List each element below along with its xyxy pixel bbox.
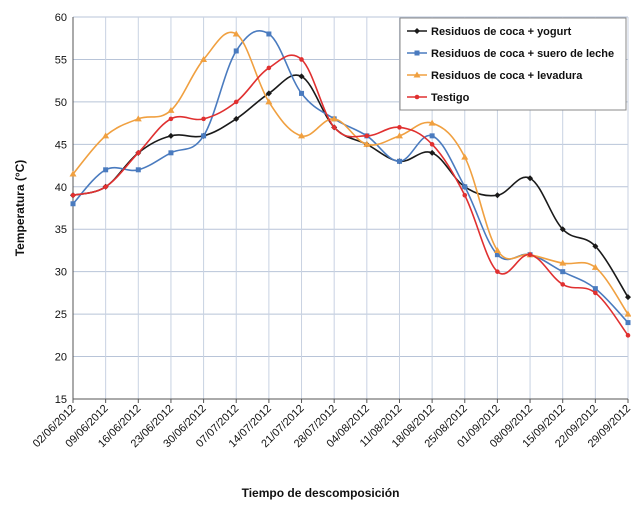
data-point xyxy=(103,167,109,173)
data-point xyxy=(363,140,371,147)
y-tick-label: 50 xyxy=(55,97,67,109)
data-point xyxy=(625,320,631,326)
data-point xyxy=(462,192,468,198)
data-point xyxy=(395,132,403,139)
legend-label: Residuos de coca + yogurt xyxy=(431,26,572,38)
data-point xyxy=(592,286,598,292)
data-point xyxy=(70,192,76,198)
series-4 xyxy=(70,54,631,338)
y-tick-labels: 15 20 25 30 35 40 45 50 55 60 xyxy=(55,12,67,406)
y-tick-label: 60 xyxy=(55,12,67,24)
data-point xyxy=(560,282,566,287)
data-point xyxy=(168,150,174,156)
data-point xyxy=(429,149,436,156)
data-point xyxy=(265,90,272,97)
data-point xyxy=(70,201,76,207)
data-point xyxy=(134,115,142,122)
axes xyxy=(72,17,629,403)
legend-label: Residuos de coca + levadura xyxy=(431,70,583,82)
data-point xyxy=(298,132,306,139)
y-tick-label: 35 xyxy=(55,224,67,236)
data-point xyxy=(233,115,240,122)
legend-marker xyxy=(414,94,420,100)
x-tick-labels: 02/06/201209/06/201216/06/201223/06/2012… xyxy=(31,403,631,450)
legend-marker xyxy=(414,50,420,56)
legend-box xyxy=(399,17,627,111)
data-point xyxy=(266,31,272,37)
data-point xyxy=(364,133,370,139)
legend-item: Residuos de coca + yogurt xyxy=(407,26,572,38)
legend-items: Residuos de coca + yogurt Residuos de coc… xyxy=(407,26,614,104)
data-point xyxy=(102,132,110,139)
data-point xyxy=(461,153,469,160)
data-point xyxy=(494,192,501,199)
y-tick-label: 40 xyxy=(55,182,67,194)
data-point xyxy=(625,294,631,301)
legend-item: Testigo xyxy=(407,92,470,104)
data-point xyxy=(167,106,175,113)
legend-item: Residuos de coca + levadura xyxy=(407,70,583,82)
data-point xyxy=(232,30,240,37)
data-point xyxy=(298,73,305,80)
data-point xyxy=(299,57,304,62)
legend-marker xyxy=(414,28,420,34)
data-point xyxy=(429,133,435,139)
y-tick-label: 45 xyxy=(55,139,67,151)
data-point xyxy=(396,158,402,164)
data-point xyxy=(593,290,598,296)
data-point xyxy=(429,142,435,147)
legend-item: Residuos de coca + suero de leche xyxy=(407,48,614,60)
data-point xyxy=(397,125,402,130)
data-point xyxy=(299,90,305,96)
gridlines xyxy=(73,16,629,400)
legend-label: Testigo xyxy=(431,92,470,104)
x-axis-title: Tiempo de descomposición xyxy=(242,486,400,500)
data-point xyxy=(559,226,566,233)
series xyxy=(69,30,631,338)
data-point xyxy=(495,269,500,274)
data-point xyxy=(135,167,141,173)
data-point xyxy=(624,310,631,317)
data-point xyxy=(493,246,501,253)
data-point xyxy=(265,98,273,105)
data-point xyxy=(559,259,567,266)
data-point xyxy=(560,269,566,275)
y-tick-label: 30 xyxy=(55,267,67,279)
data-point xyxy=(200,55,208,62)
y-tick-label: 55 xyxy=(55,54,67,66)
y-tick-label: 20 xyxy=(55,352,67,364)
data-point xyxy=(428,119,436,126)
data-point xyxy=(201,116,206,122)
data-point xyxy=(233,99,239,105)
data-point xyxy=(591,263,599,270)
data-point xyxy=(462,184,468,190)
data-point xyxy=(527,252,533,257)
y-axis-title: Temperatura (°C) xyxy=(13,160,27,257)
data-point xyxy=(233,48,239,54)
data-point xyxy=(625,333,631,338)
y-tick-label: 15 xyxy=(55,394,67,406)
data-point xyxy=(592,243,599,250)
data-point xyxy=(69,170,77,177)
data-point xyxy=(135,150,141,156)
data-point xyxy=(168,116,174,122)
legend-marker xyxy=(413,71,421,78)
data-point xyxy=(201,133,207,139)
data-point xyxy=(331,125,337,130)
data-point xyxy=(103,184,108,190)
legend-label: Residuos de coca + suero de leche xyxy=(431,48,614,60)
data-point xyxy=(330,115,338,122)
legend: Residuos de coca + yogurt Residuos de coc… xyxy=(399,17,627,111)
data-point xyxy=(266,65,272,71)
data-point xyxy=(527,175,534,182)
y-tick-label: 25 xyxy=(55,309,67,321)
data-point xyxy=(494,252,500,258)
data-point xyxy=(167,132,174,139)
